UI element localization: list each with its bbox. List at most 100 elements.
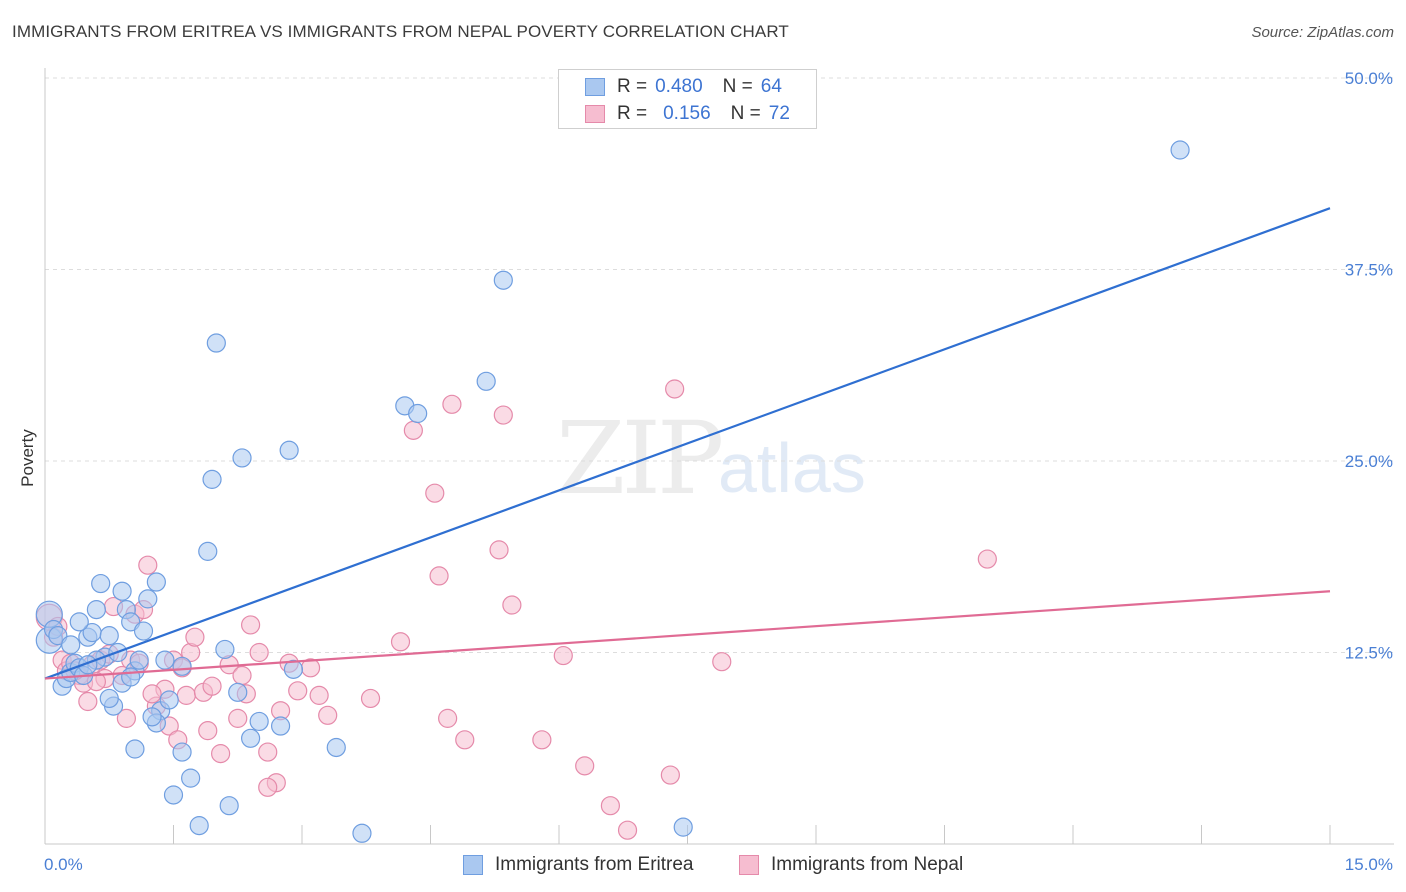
nepal-trendline bbox=[44, 590, 1331, 680]
nepal-point bbox=[198, 721, 218, 741]
legend-n-value: 72 bbox=[768, 103, 790, 124]
nepal-point bbox=[489, 540, 509, 560]
eritrea-point bbox=[232, 448, 252, 468]
eritrea-point bbox=[198, 541, 218, 561]
eritrea-point bbox=[112, 581, 132, 601]
legend-swatch-eritrea bbox=[585, 78, 605, 96]
legend-n-label: N = bbox=[730, 103, 761, 124]
eritrea-point bbox=[99, 688, 119, 709]
nepal-point bbox=[211, 744, 231, 764]
bottom-legend-eritrea: Immigrants from Eritrea bbox=[463, 852, 693, 878]
eritrea-trendline bbox=[44, 207, 1331, 680]
nepal-point bbox=[138, 555, 158, 575]
y-tick-label: 50.0% bbox=[1345, 69, 1393, 88]
nepal-point bbox=[202, 676, 222, 696]
nepal-point bbox=[258, 777, 278, 797]
eritrea-point bbox=[219, 796, 239, 816]
nepal-point bbox=[442, 394, 462, 414]
nepal-point bbox=[665, 379, 685, 399]
nepal-point bbox=[617, 820, 638, 840]
nepal-point bbox=[78, 691, 98, 712]
y-tick-label: 37.5% bbox=[1345, 261, 1393, 280]
eritrea-point bbox=[408, 403, 428, 424]
eritrea-point bbox=[86, 600, 107, 620]
legend-r-label: R = bbox=[617, 103, 648, 124]
eritrea-point bbox=[69, 612, 89, 632]
eritrea-point bbox=[228, 682, 248, 702]
eritrea-point bbox=[206, 333, 226, 353]
gridlines bbox=[45, 77, 1394, 653]
eritrea-point bbox=[352, 823, 372, 843]
chart-source: Source: ZipAtlas.com bbox=[1251, 24, 1394, 41]
eritrea-point bbox=[673, 817, 693, 837]
correlation-legend: R = 0.480 N = 64 R = 0.156 N = 72 bbox=[558, 69, 817, 129]
nepal-point bbox=[318, 705, 338, 725]
eritrea-point bbox=[326, 737, 346, 758]
nepal-point bbox=[288, 681, 308, 701]
nepal-point bbox=[502, 595, 522, 615]
legend-n-value: 64 bbox=[760, 76, 782, 97]
eritrea-point bbox=[1170, 140, 1190, 160]
nepal-point bbox=[493, 405, 513, 425]
nepal-point bbox=[575, 756, 595, 776]
eritrea-point bbox=[279, 440, 299, 460]
y-tick-label: 25.0% bbox=[1345, 452, 1393, 471]
eritrea-point bbox=[129, 650, 149, 670]
eritrea-point bbox=[133, 621, 154, 641]
nepal-point bbox=[532, 730, 552, 750]
eritrea-point bbox=[159, 690, 179, 710]
eritrea-point bbox=[493, 270, 513, 290]
legend-swatch-nepal bbox=[585, 105, 605, 123]
eritrea-point bbox=[172, 656, 192, 676]
eritrea-point bbox=[155, 650, 175, 670]
watermark-atlas: atlas bbox=[718, 429, 866, 507]
y-axis-title: Poverty bbox=[18, 429, 37, 487]
nepal-point bbox=[660, 765, 680, 785]
x-tick-label-min: 0.0% bbox=[44, 855, 83, 874]
eritrea-point bbox=[181, 768, 201, 788]
eritrea-point bbox=[142, 707, 162, 727]
chart-title: IMMIGRANTS FROM ERITREA VS IMMIGRANTS FR… bbox=[12, 22, 789, 41]
eritrea-point bbox=[270, 716, 291, 736]
eritrea-point bbox=[249, 711, 269, 732]
eritrea-point bbox=[138, 589, 158, 609]
legend-row-eritrea: R = 0.480 N = 64 bbox=[585, 75, 782, 99]
eritrea-point bbox=[61, 635, 81, 655]
eritrea-point bbox=[125, 739, 145, 759]
eritrea-point bbox=[476, 371, 496, 391]
nepal-point bbox=[712, 652, 732, 672]
bottom-legend-label-eritrea: Immigrants from Eritrea bbox=[495, 854, 694, 875]
nepal-point bbox=[185, 627, 205, 647]
eritrea-point bbox=[99, 626, 119, 646]
eritrea-point bbox=[283, 659, 304, 679]
legend-r-value: 0.156 bbox=[663, 103, 711, 124]
nepal-point bbox=[553, 645, 573, 666]
axes bbox=[44, 68, 1394, 845]
eritrea-point bbox=[163, 785, 184, 805]
nepal-point bbox=[176, 685, 196, 705]
y-tick-label: 12.5% bbox=[1345, 644, 1393, 663]
nepal-point bbox=[142, 684, 162, 704]
eritrea-point bbox=[241, 728, 261, 748]
watermark-zip: ZIP bbox=[556, 400, 724, 517]
nepal-point bbox=[241, 615, 261, 635]
eritrea-point bbox=[91, 573, 111, 594]
nepal-point bbox=[309, 685, 329, 705]
nepal-point bbox=[977, 549, 997, 569]
x-tick-label-max: 15.0% bbox=[1345, 855, 1393, 874]
axis-labels: 12.5% 25.0% 37.5% 50.0% 0.0% 15.0% Poverty bbox=[18, 69, 1393, 874]
nepal-point bbox=[249, 642, 269, 663]
nepal-point bbox=[360, 688, 381, 709]
nepal-point bbox=[232, 665, 252, 686]
nepal-point bbox=[438, 708, 458, 728]
eritrea-point bbox=[146, 572, 166, 592]
nepal-point bbox=[258, 742, 278, 762]
eritrea-point bbox=[202, 469, 222, 489]
nepal-point bbox=[425, 483, 445, 503]
legend-n-label: N = bbox=[722, 76, 753, 97]
bottom-legend-swatch-eritrea bbox=[463, 855, 483, 875]
nepal-point bbox=[116, 708, 136, 728]
bottom-legend-nepal: Immigrants from Nepal bbox=[739, 852, 963, 878]
bottom-legend-swatch-nepal bbox=[739, 855, 759, 875]
